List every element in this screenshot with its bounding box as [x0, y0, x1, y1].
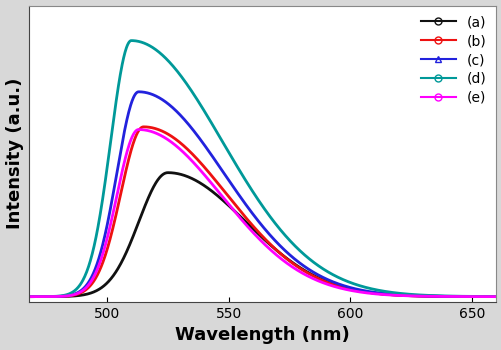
X-axis label: Wavelength (nm): Wavelength (nm)	[175, 327, 350, 344]
(e)	[347, 288, 353, 293]
(c)	[215, 163, 221, 167]
(a)	[492, 294, 498, 299]
(d)	[492, 294, 498, 299]
(d)	[232, 161, 238, 166]
(c)	[390, 292, 396, 296]
(d)	[74, 287, 80, 291]
(d)	[215, 133, 221, 137]
(e)	[74, 292, 80, 296]
(e)	[390, 293, 396, 297]
(c)	[74, 291, 80, 295]
Line: (d): (d)	[29, 41, 495, 297]
(c)	[347, 286, 353, 290]
Line: (a): (a)	[29, 173, 495, 297]
(d)	[128, 38, 134, 43]
(a)	[165, 170, 171, 175]
Line: (c): (c)	[29, 92, 495, 297]
(b)	[390, 293, 396, 297]
(d)	[26, 295, 32, 299]
(a)	[74, 294, 80, 298]
(a)	[347, 287, 353, 291]
Line: (b): (b)	[29, 127, 495, 297]
(e)	[232, 210, 238, 215]
(b)	[492, 294, 498, 299]
(e)	[399, 294, 405, 298]
(c)	[232, 188, 238, 192]
Y-axis label: Intensity (a.u.): Intensity (a.u.)	[6, 78, 24, 230]
(c)	[26, 295, 32, 299]
(b)	[215, 182, 221, 186]
Legend: (a), (b), (c), (d), (e): (a), (b), (c), (d), (e)	[415, 10, 491, 110]
(e)	[26, 295, 32, 299]
(a)	[232, 210, 238, 214]
(b)	[399, 293, 405, 298]
(d)	[390, 290, 396, 295]
(d)	[347, 280, 353, 285]
(a)	[399, 293, 405, 298]
(c)	[492, 294, 498, 299]
Line: (e): (e)	[29, 130, 495, 297]
(b)	[74, 292, 80, 296]
(a)	[26, 295, 32, 299]
(b)	[347, 287, 353, 291]
(b)	[140, 125, 146, 129]
(e)	[215, 190, 221, 194]
(e)	[135, 127, 141, 132]
(e)	[492, 294, 498, 299]
(b)	[232, 203, 238, 207]
(b)	[26, 295, 32, 299]
(c)	[135, 90, 141, 94]
(d)	[399, 292, 405, 296]
(a)	[390, 293, 396, 297]
(c)	[399, 293, 405, 297]
(a)	[215, 195, 221, 199]
